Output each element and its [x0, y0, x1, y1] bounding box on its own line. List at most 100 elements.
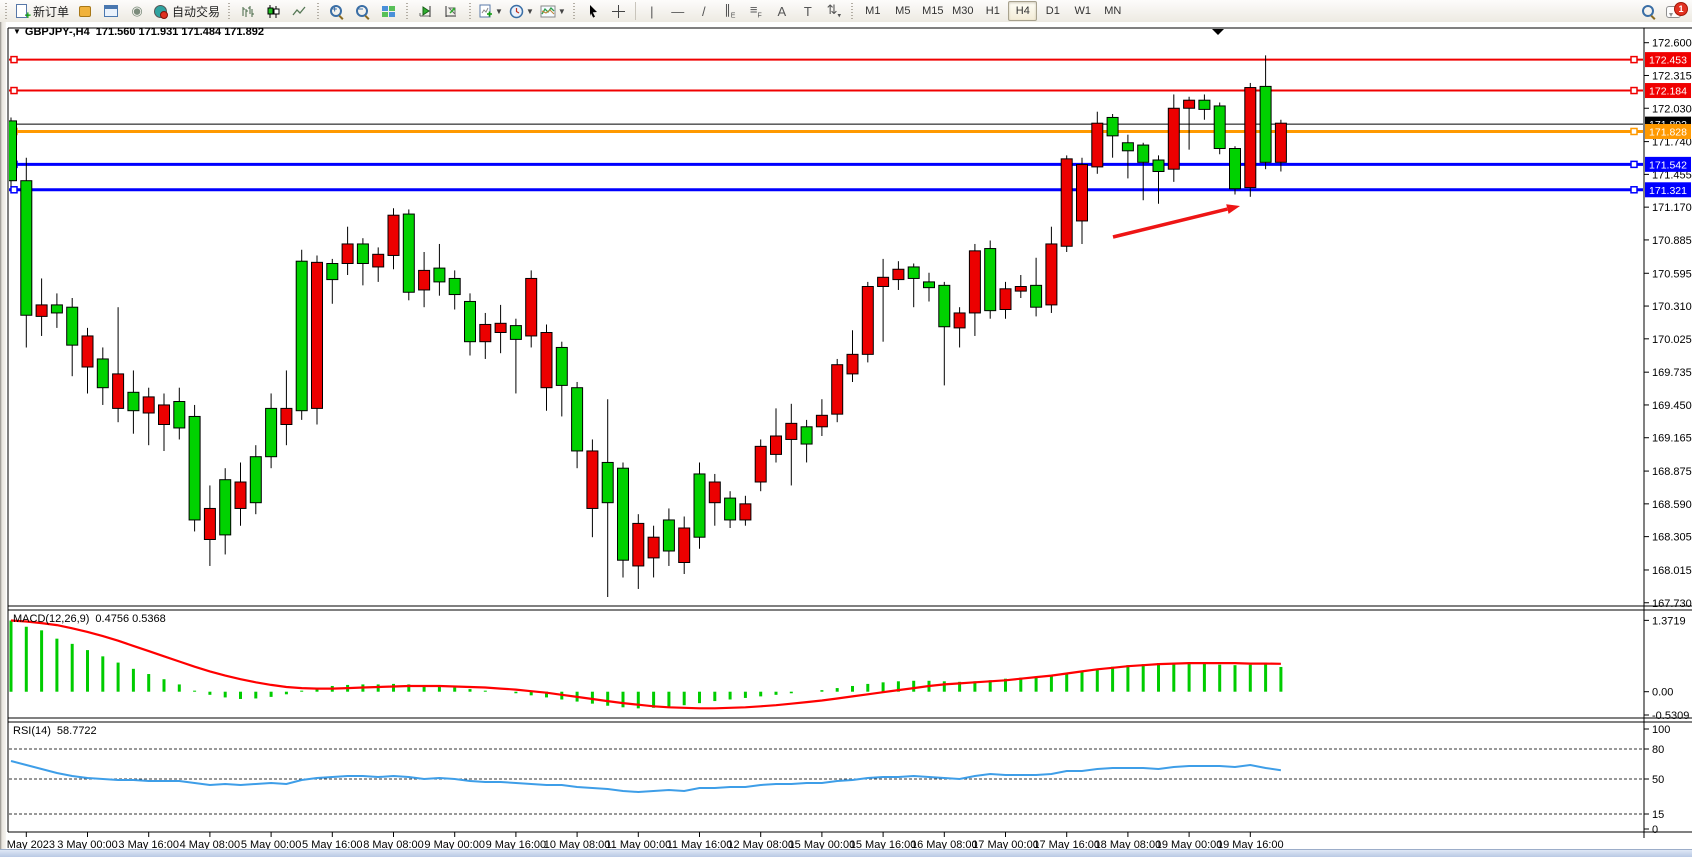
- candle[interactable]: [861, 281, 874, 363]
- toolbar-gripper[interactable]: [404, 3, 410, 19]
- line-handle[interactable]: [1630, 86, 1638, 95]
- candle[interactable]: [785, 403, 798, 486]
- candle[interactable]: [35, 278, 48, 336]
- candle[interactable]: [571, 381, 584, 469]
- candle[interactable]: [1244, 82, 1257, 197]
- periods-button[interactable]: ▼: [506, 0, 537, 22]
- candle[interactable]: [418, 252, 431, 308]
- timeframe-button-D1[interactable]: D1: [1045, 5, 1060, 17]
- candle[interactable]: [1213, 102, 1226, 155]
- candle[interactable]: [356, 238, 369, 286]
- candle[interactable]: [693, 462, 706, 549]
- arrow-annotation[interactable]: [1112, 204, 1240, 239]
- candle[interactable]: [219, 468, 232, 555]
- candle[interactable]: [127, 370, 140, 434]
- candle[interactable]: [234, 462, 247, 526]
- equidistant-channel-tool-button[interactable]: ∥E: [717, 0, 743, 22]
- auto-trading-button[interactable]: 自动交易: [150, 0, 223, 22]
- candle[interactable]: [341, 226, 354, 275]
- candle[interactable]: [1076, 157, 1088, 244]
- candle[interactable]: [938, 281, 951, 386]
- timeframe-button-M30[interactable]: M30: [952, 5, 974, 17]
- candle[interactable]: [6, 117, 17, 187]
- toolbar-gripper[interactable]: [315, 3, 321, 19]
- candle[interactable]: [1091, 111, 1104, 174]
- fibonacci-retracement-tool-button[interactable]: ≡F: [743, 0, 769, 22]
- candle[interactable]: [907, 263, 920, 308]
- signals-button[interactable]: ◉: [124, 0, 150, 22]
- zoom-out-button[interactable]: −: [349, 0, 375, 22]
- candle[interactable]: [708, 473, 721, 526]
- candle[interactable]: [112, 307, 125, 423]
- toolbar-gripper[interactable]: [3, 3, 8, 19]
- candle[interactable]: [892, 261, 905, 290]
- candle[interactable]: [295, 249, 308, 420]
- timeframe-button-MN[interactable]: MN: [1104, 5, 1122, 17]
- candle[interactable]: [770, 408, 782, 463]
- chart-canvas[interactable]: 172.600 172.315 172.030 171.740 171.455 171.1…: [0, 22, 1692, 857]
- candle[interactable]: [1183, 96, 1196, 150]
- tile-windows-button[interactable]: [375, 0, 401, 22]
- candle[interactable]: [96, 347, 109, 405]
- candle[interactable]: [372, 247, 385, 282]
- candle[interactable]: [387, 208, 400, 270]
- candle[interactable]: [433, 243, 446, 296]
- candle[interactable]: [1045, 226, 1058, 313]
- vertical-line-tool-button[interactable]: |: [639, 0, 665, 22]
- templates-button[interactable]: ▼: [537, 0, 569, 22]
- cursor-tool-button[interactable]: [580, 0, 606, 22]
- candle[interactable]: [1060, 155, 1073, 252]
- candle[interactable]: [586, 439, 599, 538]
- line-handle[interactable]: [1630, 160, 1638, 169]
- crosshair-tool-button[interactable]: [606, 0, 632, 22]
- candles-layer[interactable]: [6, 55, 1287, 597]
- text-tool-button[interactable]: A: [769, 0, 795, 22]
- rsi-panel[interactable]: [9, 748, 1643, 815]
- candle[interactable]: [1167, 94, 1180, 182]
- candle[interactable]: [1121, 134, 1134, 179]
- candle[interactable]: [326, 258, 339, 304]
- line-handle[interactable]: [10, 86, 18, 95]
- timeframe-button-H4[interactable]: H4: [1008, 1, 1038, 21]
- candle[interactable]: [1229, 146, 1241, 195]
- toolbar-gripper[interactable]: [226, 3, 232, 19]
- candle[interactable]: [203, 485, 216, 566]
- candle[interactable]: [509, 318, 522, 394]
- candle[interactable]: [1198, 94, 1211, 120]
- bar-chart-button[interactable]: [234, 0, 260, 22]
- line-handle[interactable]: [10, 186, 18, 194]
- candle[interactable]: [188, 404, 201, 532]
- candle[interactable]: [555, 341, 568, 417]
- candle[interactable]: [999, 281, 1012, 319]
- candle[interactable]: [464, 293, 476, 356]
- chart-shift-button[interactable]: [412, 0, 438, 22]
- candle[interactable]: [158, 393, 170, 451]
- candle[interactable]: [800, 419, 813, 463]
- candle[interactable]: [1030, 257, 1043, 317]
- candle[interactable]: [647, 525, 660, 578]
- candle[interactable]: [601, 399, 614, 597]
- candlestick-chart-button[interactable]: [260, 0, 286, 22]
- candle[interactable]: [540, 324, 553, 411]
- candle[interactable]: [815, 399, 828, 436]
- toolbar-gripper[interactable]: [467, 3, 473, 19]
- line-handle[interactable]: [1630, 55, 1638, 64]
- candle[interactable]: [479, 312, 492, 359]
- line-handle[interactable]: [10, 55, 18, 64]
- text-label-tool-button[interactable]: T: [795, 0, 821, 22]
- candle[interactable]: [877, 258, 890, 342]
- candle[interactable]: [846, 330, 859, 382]
- toolbar-gripper[interactable]: [571, 3, 577, 19]
- candle[interactable]: [739, 495, 752, 526]
- candle[interactable]: [968, 243, 981, 336]
- trendline-tool-button[interactable]: /: [691, 0, 717, 22]
- candle[interactable]: [20, 157, 33, 348]
- candle[interactable]: [50, 293, 63, 328]
- candle[interactable]: [1152, 155, 1165, 204]
- candle[interactable]: [1014, 275, 1027, 298]
- candle[interactable]: [678, 516, 691, 575]
- candle[interactable]: [173, 387, 186, 440]
- candle[interactable]: [617, 462, 629, 578]
- candle[interactable]: [953, 307, 966, 348]
- candle[interactable]: [402, 209, 415, 301]
